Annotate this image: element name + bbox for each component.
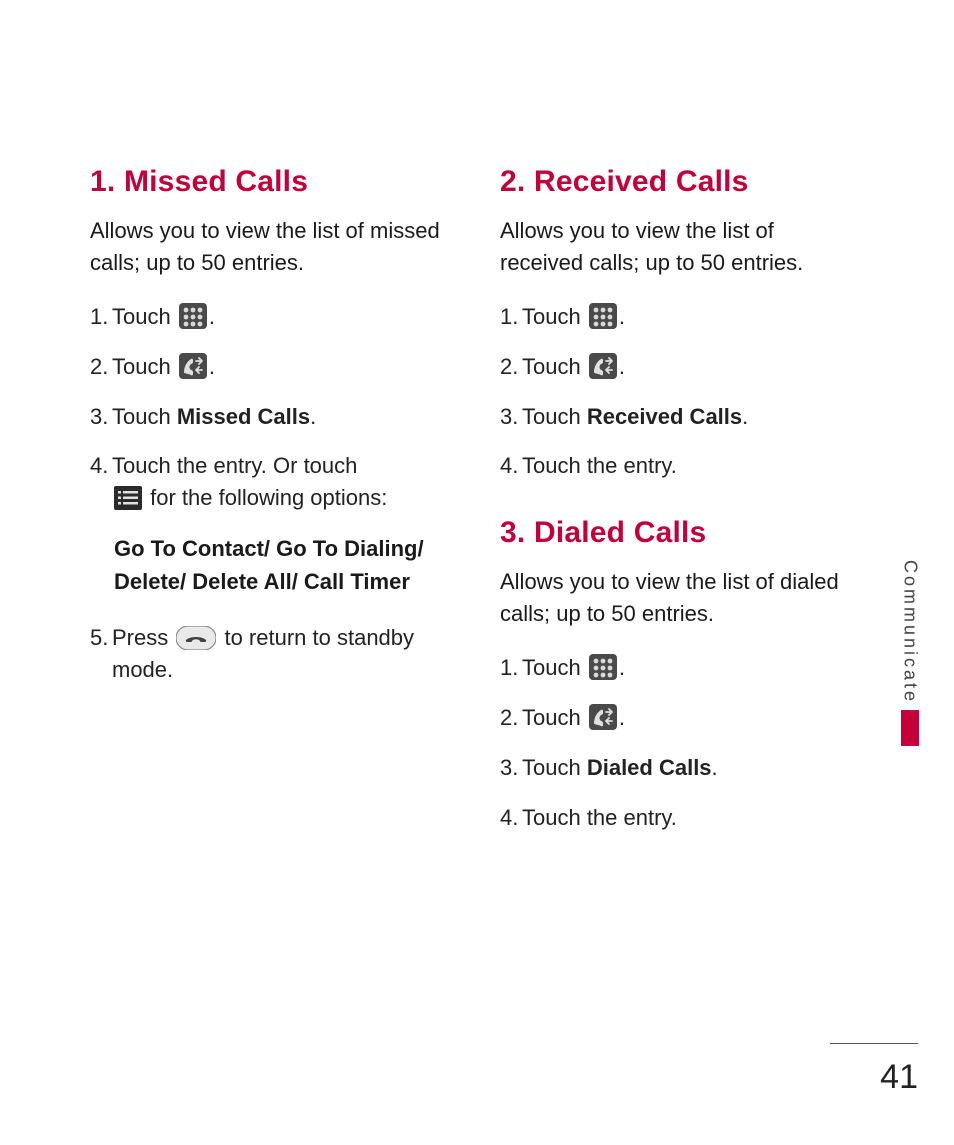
footer-rule [830,1043,918,1044]
step-3: 3. Touch Missed Calls. [90,401,450,433]
lead-received-calls: Allows you to view the list of received … [500,215,860,279]
step-number: 4. [500,802,522,834]
step-4: 4. Touch the entry. [500,450,860,482]
apps-icon [589,654,617,680]
heading-received-calls: 2. Received Calls [500,165,860,199]
menu-item-bold: Missed Calls [177,404,310,429]
step-text: Touch Missed Calls. [112,401,450,433]
step-1: 1. Touch . [90,301,450,333]
step-2: 2. Touch . [500,351,860,383]
step-number: 3. [500,401,522,433]
page-number: 41 [830,1058,918,1097]
section-received-calls: 2. Received Calls Allows you to view the… [500,165,860,482]
lead-missed-calls: Allows you to view the list of missed ca… [90,215,450,279]
step-number: 1. [90,301,112,333]
lead-dialed-calls: Allows you to view the list of dialed ca… [500,566,860,630]
step-number: 1. [500,652,522,684]
call-log-icon [589,353,617,379]
step-3: 3. Touch Received Calls. [500,401,860,433]
step-number: 1. [500,301,522,333]
apps-icon [589,303,617,329]
section-dialed-calls: 3. Dialed Calls Allows you to view the l… [500,516,860,833]
step-text: Touch . [112,301,450,333]
heading-missed-calls: 1. Missed Calls [90,165,450,199]
end-key-icon [176,626,216,650]
page-footer: 41 [830,1043,918,1097]
step-2: 2. Touch . [90,351,450,383]
step-4: 4. Touch the entry. Or touch for the fol… [90,450,450,514]
right-column: 2. Received Calls Allows you to view the… [500,165,860,868]
step-5: 5. Press to return to standby mode. [90,622,450,686]
step-number: 4. [500,450,522,482]
step-number: 5. [90,622,112,654]
side-tab-bar [901,710,919,746]
step-text: Touch . [112,351,450,383]
step-text: Touch Dialed Calls. [522,752,860,784]
step-number: 2. [500,351,522,383]
menu-item-bold: Received Calls [587,404,742,429]
step-number: 3. [90,401,112,433]
step-1: 1. Touch . [500,301,860,333]
step-3: 3. Touch Dialed Calls. [500,752,860,784]
step-text: Touch . [522,351,860,383]
step-text: Touch . [522,652,860,684]
menu-item-bold: Dialed Calls [587,755,712,780]
step-2: 2. Touch . [500,702,860,734]
call-log-icon [589,704,617,730]
step-text: Touch Received Calls. [522,401,860,433]
options-list: Go To Contact/ Go To Dialing/ Delete/ De… [114,532,450,598]
side-tab: Communicate [900,560,920,798]
step-1: 1. Touch . [500,652,860,684]
step-4: 4. Touch the entry. [500,802,860,834]
step-text: Touch . [522,702,860,734]
step-text: Touch the entry. [522,450,860,482]
step-number: 4. [90,450,112,482]
step-number: 3. [500,752,522,784]
section-missed-calls: 1. Missed Calls Allows you to view the l… [90,165,450,686]
call-log-icon [179,353,207,379]
step-text: Touch . [522,301,860,333]
side-tab-label: Communicate [900,560,921,704]
apps-icon [179,303,207,329]
list-icon [114,486,142,510]
step-text: Press to return to standby mode. [112,622,450,686]
left-column: 1. Missed Calls Allows you to view the l… [90,165,450,868]
step-number: 2. [90,351,112,383]
step-text: Touch the entry. Or touch for the follow… [112,450,450,514]
heading-dialed-calls: 3. Dialed Calls [500,516,860,550]
step-number: 2. [500,702,522,734]
step-text: Touch the entry. [522,802,860,834]
